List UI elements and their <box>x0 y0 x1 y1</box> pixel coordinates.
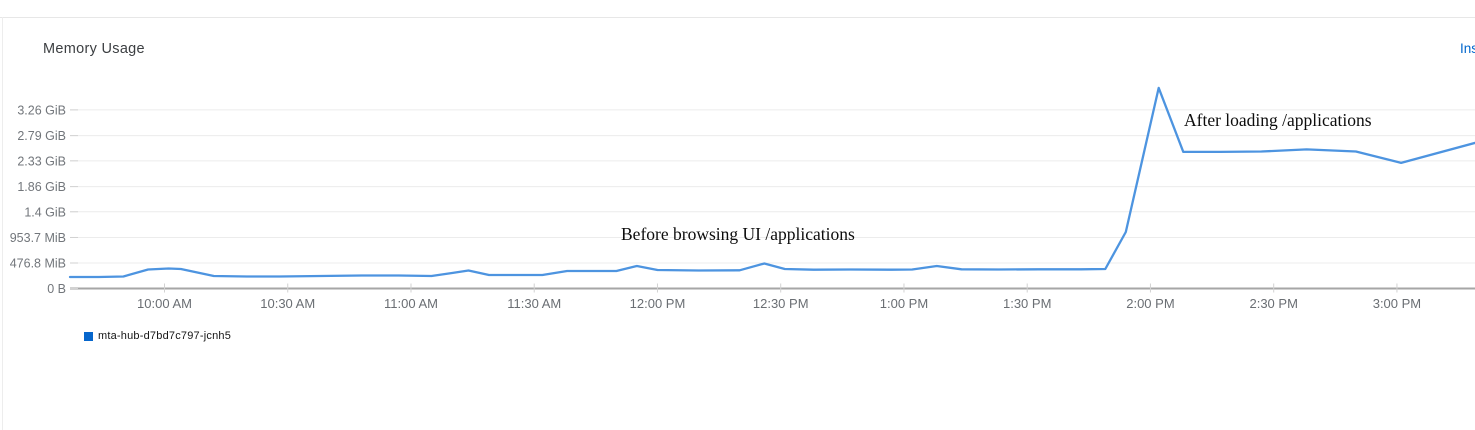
memory-usage-line-series <box>68 86 1475 279</box>
annotation-before-browsing: Before browsing UI /applications <box>621 224 855 244</box>
chart-title: Memory Usage <box>43 41 145 57</box>
x-axis-tick-label: 12:00 PM <box>630 296 686 311</box>
y-axis-tick-label: 0 B <box>47 282 66 296</box>
x-axis-tick-label: 10:00 AM <box>137 296 192 311</box>
y-axis-tick-label: 3.26 GiB <box>17 103 66 117</box>
x-axis-tick-label: 1:30 PM <box>1003 296 1051 311</box>
x-axis-tick-label: 1:00 PM <box>880 296 928 311</box>
card-top-border <box>0 17 1475 18</box>
chart-legend: mta-hub-d7bd7c797-jcnh5 <box>84 330 231 342</box>
y-axis-tick-label: 2.33 GiB <box>17 154 66 168</box>
card-left-border <box>2 17 3 430</box>
x-axis-tick-label: 11:00 AM <box>384 296 438 311</box>
x-axis-tick-label: 12:30 PM <box>753 296 809 311</box>
annotation-after-loading: After loading /applications <box>1184 110 1372 130</box>
y-axis-tick-label: 953.7 MiB <box>10 231 66 245</box>
x-axis-tick-label: 11:30 AM <box>507 296 561 311</box>
legend-series-label: mta-hub-d7bd7c797-jcnh5 <box>98 330 232 342</box>
legend-square-icon <box>84 331 93 341</box>
y-axis-tick-label: 1.4 GiB <box>24 205 66 219</box>
y-axis-tick-label: 1.86 GiB <box>17 180 66 194</box>
inspect-link[interactable]: Ins <box>1460 41 1475 56</box>
x-axis-tick-label: 2:00 PM <box>1126 296 1174 311</box>
card-header: Memory Usage <box>43 40 1475 60</box>
x-axis-tick-label: 3:00 PM <box>1373 296 1421 311</box>
x-axis-tick-label: 10:30 AM <box>260 296 315 311</box>
y-axis-tick-label: 476.8 MiB <box>10 256 66 270</box>
y-axis-tick-label: 2.79 GiB <box>17 129 66 143</box>
x-axis-tick-label: 2:30 PM <box>1249 296 1297 311</box>
